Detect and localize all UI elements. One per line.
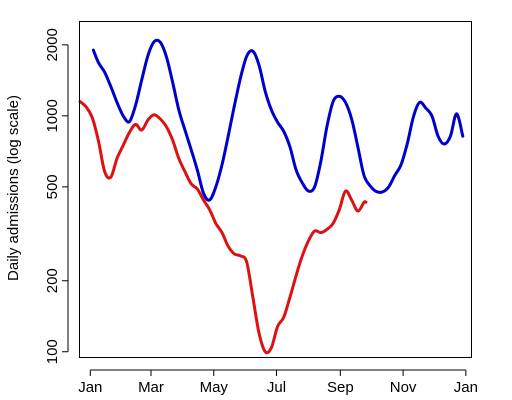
series-layer bbox=[78, 38, 465, 355]
x-tick-label: Mar bbox=[138, 379, 164, 396]
series-line-1 bbox=[91, 38, 465, 202]
plot-frame bbox=[79, 21, 472, 358]
x-tick-label: Jan bbox=[454, 379, 478, 396]
x-tick-label: Jan bbox=[78, 379, 102, 396]
y-tick-label: 500 bbox=[44, 174, 61, 199]
x-tick-label: Sep bbox=[327, 379, 354, 396]
y-tick-label: 200 bbox=[44, 268, 61, 293]
x-tick-label: May bbox=[200, 379, 229, 396]
x-tick-label: Nov bbox=[390, 379, 417, 396]
series-line-2 bbox=[78, 100, 368, 355]
x-tick-label: Jul bbox=[267, 379, 286, 396]
y-axis-label: Daily admissions (log scale) bbox=[5, 95, 22, 281]
y-tick-label: 1000 bbox=[44, 99, 61, 132]
x-axis: Jan Mar May Jul Sep Nov Jan bbox=[78, 369, 478, 396]
y-tick-label: 2000 bbox=[44, 28, 61, 61]
y-tick-label: 100 bbox=[44, 339, 61, 364]
y-axis: 100 200 500 1000 2000 bbox=[44, 28, 69, 364]
